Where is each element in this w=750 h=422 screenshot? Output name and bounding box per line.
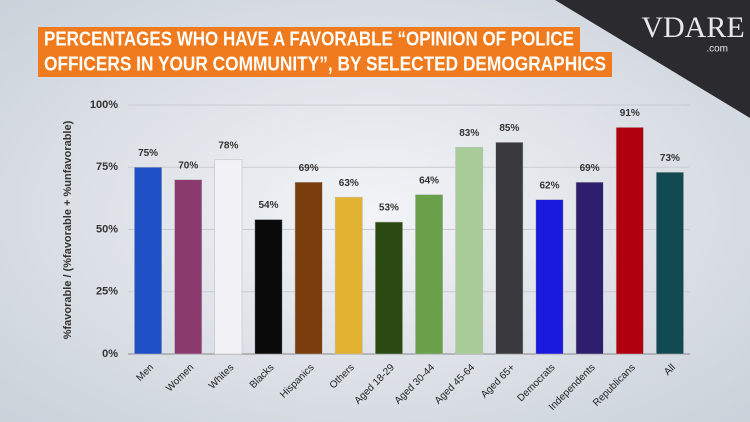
value-label: 69% bbox=[299, 163, 319, 174]
y-tick-label: 0% bbox=[102, 348, 118, 360]
value-label: 83% bbox=[459, 128, 479, 139]
value-label: 53% bbox=[379, 203, 399, 214]
value-label: 54% bbox=[258, 200, 278, 211]
bar bbox=[134, 167, 162, 355]
bar bbox=[455, 147, 484, 355]
bar bbox=[495, 142, 524, 355]
logo-domain: .com bbox=[706, 44, 728, 55]
bar bbox=[656, 171, 684, 355]
logo-name: VDARE bbox=[641, 11, 744, 44]
value-label: 70% bbox=[178, 160, 198, 171]
y-tick-label: 75% bbox=[96, 161, 118, 173]
bar bbox=[334, 196, 363, 355]
value-label: 73% bbox=[660, 153, 680, 164]
y-tick-label: 100% bbox=[90, 99, 118, 111]
title-box bbox=[38, 27, 580, 52]
bar bbox=[214, 159, 243, 355]
logo-banner bbox=[555, 0, 750, 118]
bar bbox=[174, 179, 203, 355]
bar bbox=[535, 199, 564, 355]
chart-title: PERCENTAGES WHO HAVE A FAVORABLE “OPINIO… bbox=[44, 28, 574, 50]
chart-title: OFFICERS IN YOUR COMMUNITY”, BY SELECTED… bbox=[44, 53, 606, 75]
value-label: 78% bbox=[218, 140, 238, 151]
value-label: 64% bbox=[419, 175, 439, 186]
value-label: 85% bbox=[499, 123, 519, 134]
value-label: 69% bbox=[580, 163, 600, 174]
bar bbox=[254, 219, 283, 355]
bar bbox=[575, 181, 604, 355]
y-tick-label: 50% bbox=[96, 223, 118, 235]
bar bbox=[615, 127, 644, 355]
bar bbox=[294, 181, 323, 355]
value-label: 75% bbox=[138, 148, 158, 159]
value-label: 63% bbox=[339, 178, 359, 189]
value-label: 62% bbox=[539, 180, 559, 191]
y-axis-label: %favorable / (%favorable + %unfavorable) bbox=[62, 120, 74, 339]
y-tick-label: 25% bbox=[96, 286, 118, 298]
title-box bbox=[38, 52, 612, 77]
bar bbox=[415, 194, 443, 355]
value-label: 91% bbox=[620, 108, 640, 119]
bar bbox=[375, 221, 403, 355]
